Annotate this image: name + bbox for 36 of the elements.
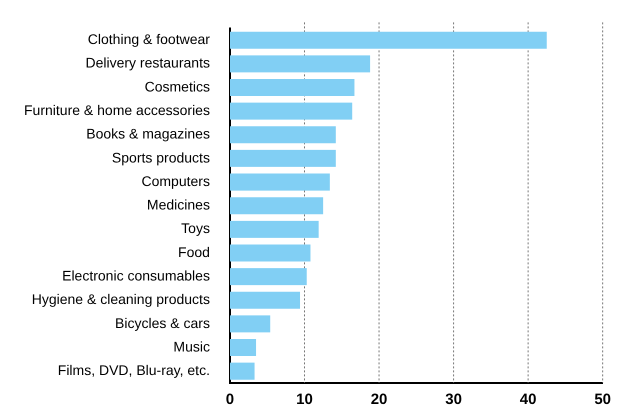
y-tick-label: Electronic consumables [62, 267, 210, 284]
y-tick-label: Bicycles & cars [115, 314, 210, 331]
x-tick-label: 20 [370, 391, 388, 408]
bar [230, 292, 300, 309]
y-tick-label: Music [173, 338, 210, 354]
y-tick-label: Films, DVD, Blu-ray, etc. [58, 362, 210, 378]
y-tick-label: Food [178, 244, 210, 260]
bar [230, 220, 319, 238]
y-tick-label: Toys [181, 220, 210, 236]
y-tick-label: Hygiene & cleaning products [32, 291, 210, 308]
bar [230, 174, 330, 191]
x-tick-label: 30 [445, 391, 462, 408]
y-tick-label: Sports products [112, 149, 210, 166]
bar [230, 339, 256, 356]
bar [230, 268, 307, 286]
bar [230, 362, 255, 380]
x-tick-label: 50 [594, 391, 611, 408]
bar [230, 197, 324, 214]
x-tick-label: 40 [520, 391, 536, 408]
bar [230, 102, 352, 120]
y-tick-label: Medicines [146, 196, 210, 213]
x-tick-label: 0 [226, 391, 234, 408]
bar [230, 55, 370, 72]
y-tick-label: Cosmetics [144, 78, 210, 94]
y-tick-label: Clothing & footwear [88, 31, 210, 48]
y-tick-label: Delivery restaurants [85, 54, 210, 71]
y-tick-label: Books & magazines [86, 126, 210, 142]
bar [230, 244, 310, 262]
bar [230, 150, 336, 167]
y-tick-label: Furniture & home accessories [24, 102, 210, 118]
bar [230, 32, 547, 49]
bar [230, 126, 336, 144]
y-tick-label: Computers [141, 172, 210, 189]
bar [230, 315, 270, 332]
bar [230, 78, 354, 96]
x-tick-label: 10 [296, 391, 313, 408]
